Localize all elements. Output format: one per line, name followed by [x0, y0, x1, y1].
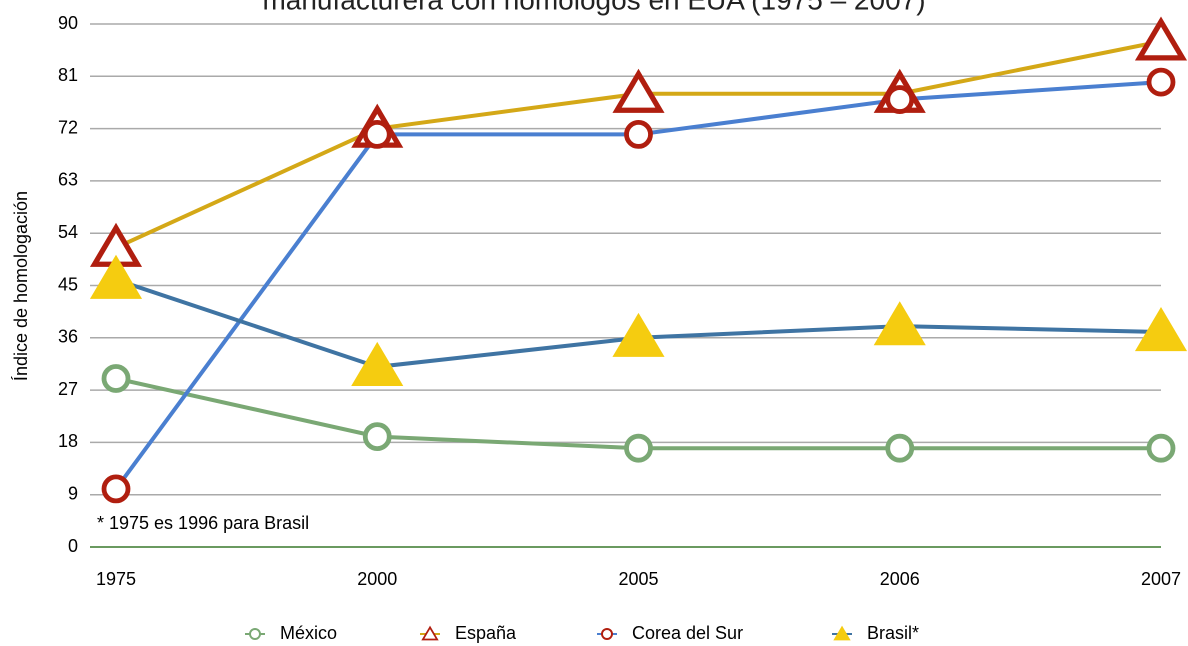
y-tick-label: 45 [58, 274, 78, 294]
legend-label: España [455, 623, 517, 643]
marker [612, 312, 665, 357]
legend-label: México [280, 623, 337, 643]
marker [612, 68, 665, 113]
marker [101, 364, 131, 393]
y-tick-label: 27 [58, 379, 78, 399]
y-tick-label: 18 [58, 431, 78, 451]
x-tick-label: 2005 [618, 569, 658, 589]
y-tick-label: 9 [68, 483, 78, 503]
marker [1134, 16, 1188, 61]
marker [601, 628, 613, 640]
y-tick-label: 54 [58, 222, 78, 242]
marker [885, 85, 915, 114]
marker [1134, 307, 1188, 352]
marker [89, 254, 143, 299]
y-tick-label: 72 [58, 117, 78, 137]
y-tick-label: 81 [58, 65, 78, 85]
y-tick-label: 0 [68, 536, 78, 556]
marker [624, 433, 653, 463]
marker [421, 625, 439, 641]
x-tick-label: 2007 [1141, 569, 1181, 589]
legend-label: Brasil* [867, 623, 919, 643]
x-tick-label: 2000 [357, 569, 397, 589]
marker [885, 433, 915, 463]
x-tick-label: 2006 [880, 569, 920, 589]
legend-label: Corea del Sur [632, 623, 743, 643]
y-axis-label: Índice de homologación [11, 191, 31, 381]
marker [624, 120, 653, 149]
y-tick-label: 90 [58, 13, 78, 33]
x-tick-label: 1975 [96, 569, 136, 589]
marker [1146, 67, 1176, 97]
marker [1146, 433, 1176, 463]
marker [362, 422, 392, 451]
marker [351, 341, 404, 386]
marker [873, 301, 926, 346]
annotation: * 1975 es 1996 para Brasil [97, 513, 309, 533]
y-tick-label: 63 [58, 170, 78, 190]
marker [101, 474, 131, 504]
y-tick-label: 36 [58, 327, 78, 347]
marker [833, 625, 851, 641]
marker [362, 120, 392, 149]
chart-title: manufacturera con homólogos en EUA (1975… [262, 0, 925, 15]
marker [249, 628, 261, 640]
